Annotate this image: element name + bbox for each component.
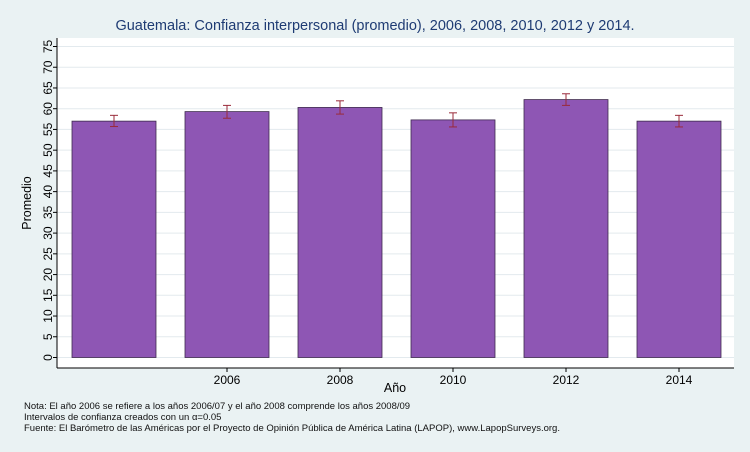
x-tick-label: 2014 — [666, 373, 693, 387]
y-tick-label: 55 — [41, 122, 55, 136]
y-tick-label: 20 — [41, 268, 55, 282]
y-tick-label: 65 — [41, 81, 55, 95]
note-line-2: Intervalos de confianza creados con un α… — [24, 412, 222, 423]
bar — [410, 119, 496, 358]
y-tick-label: 25 — [41, 247, 55, 261]
error-bars — [110, 93, 683, 128]
bar — [184, 111, 270, 358]
bar — [71, 120, 157, 358]
y-tick-label: 60 — [41, 102, 55, 116]
y-tick-label: 50 — [41, 143, 55, 157]
x-axis-ticks: 2006 2008 2010 2012 2014 — [214, 368, 693, 387]
y-tick-label: 30 — [41, 226, 55, 240]
y-tick-label: 45 — [41, 164, 55, 178]
x-axis-label: Año — [384, 381, 406, 395]
y-axis-ticks: 0 5 10 15 20 25 30 35 40 45 50 55 60 65 70 75 — [41, 40, 57, 361]
source-line: Fuente: El Barómetro de las Américas por… — [24, 423, 560, 434]
plot-area — [57, 38, 734, 368]
chart-title: Guatemala: Confianza interpersonal (prom… — [115, 18, 634, 34]
y-tick-label: 5 — [41, 333, 55, 340]
x-tick-label: 2010 — [440, 373, 467, 387]
bar — [523, 99, 609, 358]
bar — [297, 107, 383, 358]
y-tick-label: 10 — [41, 309, 55, 323]
y-tick-label: 75 — [41, 40, 55, 54]
y-tick-label: 0 — [41, 354, 55, 361]
note-line-1: Nota: El año 2006 se refiere a los años … — [24, 401, 411, 412]
y-axis-label: Promedio — [20, 176, 34, 230]
x-tick-label: 2008 — [327, 373, 354, 387]
bar — [636, 120, 722, 358]
y-tick-label: 15 — [41, 288, 55, 302]
x-tick-label: 2006 — [214, 373, 241, 387]
x-tick-label: 2012 — [553, 373, 580, 387]
gridlines — [57, 46, 734, 358]
y-tick-label: 35 — [41, 205, 55, 219]
bars — [71, 99, 722, 358]
y-tick-label: 40 — [41, 185, 55, 199]
y-tick-label: 70 — [41, 60, 55, 74]
